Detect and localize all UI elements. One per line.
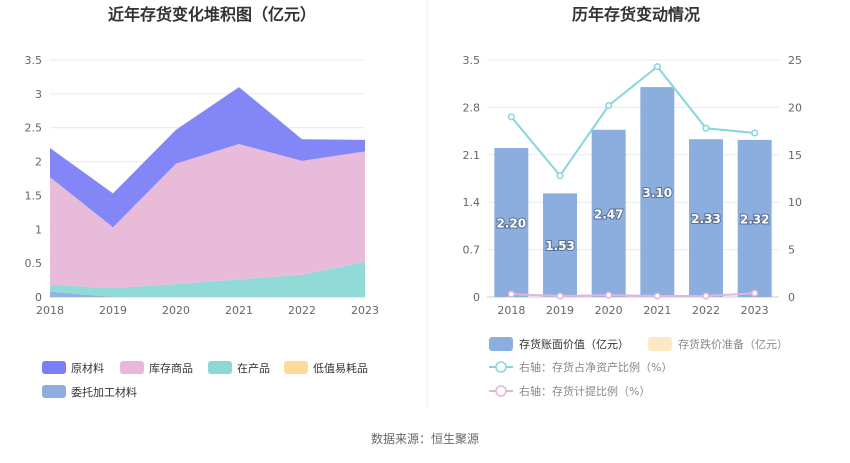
- left-x-tick-label: 2022: [288, 304, 316, 317]
- bar-value-label: 2.33: [691, 212, 721, 226]
- legend-swatch-consigned: [42, 385, 66, 398]
- legend-swatch-wip: [208, 361, 232, 374]
- right-left-y-tick-label: 0: [473, 291, 480, 304]
- right-right-y-tick-label: 15: [788, 149, 802, 162]
- net-assets-ratio-point: [605, 101, 613, 110]
- left-y-tick-label: 2.5: [25, 122, 43, 135]
- right-right-y-tick-label: 10: [788, 196, 802, 209]
- right-x-tick-label: 2020: [595, 304, 623, 317]
- bar-value-label: 2.20: [497, 217, 527, 231]
- left-y-tick-label: 1.5: [25, 189, 43, 202]
- inventory-book-value-bar: [591, 129, 626, 297]
- net-assets-ratio-point: [653, 63, 661, 71]
- bar-value-label: 3.10: [643, 186, 673, 200]
- right-line-series: [507, 63, 759, 300]
- net-assets-ratio-point: [702, 124, 710, 132]
- provision-ratio-line: [511, 292, 755, 298]
- provision-ratio-point: [751, 289, 759, 297]
- right-x-tick-label: 2022: [692, 304, 720, 317]
- bar-value-label: 2.47: [594, 207, 624, 221]
- bar-value-label: 1.53: [545, 239, 575, 253]
- inventory-book-value-bar: [689, 139, 723, 297]
- left-x-tick-label: 2018: [36, 304, 64, 317]
- inventory-book-value-bar: [494, 148, 529, 297]
- provision-ratio-point: [702, 292, 710, 300]
- legend-marker-provision-ratio: [495, 385, 507, 397]
- legend-label-net-assets-ratio: 右轴：存货占净资产比例（%）: [519, 360, 672, 374]
- stacked-area-chart: 近年存货变化堆积图（亿元） 00.511.522.533.5 2018 2019 2…: [25, 5, 380, 399]
- left-y-tick-label: 3.5: [25, 54, 43, 67]
- right-x-tick-label: 2023: [741, 304, 769, 317]
- left-x-tick-label: 2021: [225, 304, 253, 317]
- legend-label-low_value: 低值易耗品: [313, 362, 368, 375]
- right-right-y-tick-label: 20: [788, 101, 802, 114]
- net-assets-ratio-line: [510, 65, 755, 178]
- legend-swatch-finished_goods: [120, 361, 144, 374]
- right-x-tick-label: 2018: [497, 304, 525, 317]
- right-right-y-axis-ticks: 0 5 10 15 20 25: [788, 54, 802, 304]
- data-source-note: 数据来源：恒生聚源: [371, 431, 479, 446]
- inventory-book-value-bar: [737, 139, 772, 297]
- right-left-y-axis-ticks: 0 0.7 1.4 2.1 2.8 3.5: [463, 54, 481, 304]
- bar-value-label: 2.32: [740, 212, 770, 226]
- right-left-y-tick-label: 3.5: [463, 54, 481, 67]
- right-x-tick-label: 2019: [546, 304, 574, 317]
- area-series-consigned: [50, 291, 365, 297]
- provision-ratio-point: [605, 291, 613, 299]
- net-assets-ratio-point: [751, 129, 759, 137]
- net-assets-ratio-point: [556, 172, 564, 180]
- right-right-y-tick-label: 25: [788, 54, 802, 67]
- right-left-y-tick-label: 2.1: [463, 149, 481, 162]
- left-x-tick-label: 2020: [162, 304, 190, 317]
- provision-ratio-point: [507, 290, 515, 298]
- area-series-raw_material: [50, 87, 365, 228]
- legend-marker-net-assets-ratio: [495, 361, 507, 373]
- left-y-tick-label: 0: [35, 291, 42, 304]
- right-x-axis-ticks: 2018 2019 2020 2021 2022 2023: [497, 304, 768, 317]
- right-x-tick-label: 2021: [643, 304, 671, 317]
- right-gridlines: [487, 59, 779, 298]
- provision-ratio-point: [653, 292, 661, 300]
- left-area-series: [50, 87, 365, 297]
- legend-label-consigned: 委托加工材料: [71, 385, 137, 399]
- bar-line-combo-chart: 历年存货变动情况 2.20 1.53 2.47 3.10 2.33 2.32 0 0.7 1.…: [463, 5, 803, 398]
- legend-swatch-book-value: [489, 337, 513, 351]
- right-legend: 存货账面价值（亿元） 存货跌价准备（亿元） 右轴：存货占净资产比例（%） 右轴：存货计…: [489, 337, 788, 398]
- left-y-tick-label: 2: [35, 156, 42, 169]
- right-right-y-tick-label: 0: [788, 291, 795, 304]
- right-left-y-tick-label: 1.4: [463, 196, 481, 209]
- left-x-tick-label: 2019: [99, 304, 127, 317]
- right-left-y-tick-label: 2.8: [463, 101, 481, 114]
- area-series-finished_goods: [50, 143, 365, 289]
- legend-label-finished_goods: 库存商品: [149, 361, 193, 375]
- right-bar-series: 2.20 1.53 2.47 3.10 2.33 2.32: [494, 87, 772, 297]
- left-y-tick-label: 0.5: [25, 257, 43, 270]
- right-chart-title: 历年存货变动情况: [572, 5, 700, 24]
- right-left-y-tick-label: 0.7: [463, 244, 481, 257]
- left-y-tick-label: 1: [35, 223, 42, 236]
- right-right-y-tick-label: 5: [788, 244, 795, 257]
- legend-label-provision-ratio: 右轴：存货计提比例（%）: [519, 384, 650, 398]
- provision-ratio-point: [556, 292, 564, 300]
- left-x-tick-label: 2023: [351, 304, 379, 317]
- legend-swatch-raw_material: [42, 361, 66, 374]
- legend-label-wip: 在产品: [237, 361, 270, 375]
- area-series-wip: [50, 261, 365, 297]
- legend-label-raw_material: 原材料: [71, 361, 104, 375]
- left-y-tick-label: 3: [35, 88, 42, 101]
- left-chart-title: 近年存货变化堆积图（亿元）: [108, 5, 316, 24]
- net-assets-ratio-point: [507, 113, 515, 121]
- left-y-axis-ticks: 0 0.5 1 1.5 2 2.5 3 3.5: [25, 54, 43, 304]
- legend-swatch-impairment: [648, 337, 672, 351]
- legend-label-book-value: 存货账面价值（亿元）: [519, 337, 629, 351]
- inventory-book-value-bar: [543, 193, 577, 297]
- legend-label-impairment: 存货跌价准备（亿元）: [678, 337, 788, 351]
- legend-swatch-low_value: [284, 361, 308, 374]
- left-x-axis-ticks: 2018 2019 2020 2021 2022 2023: [36, 304, 379, 317]
- inventory-book-value-bar: [640, 87, 675, 297]
